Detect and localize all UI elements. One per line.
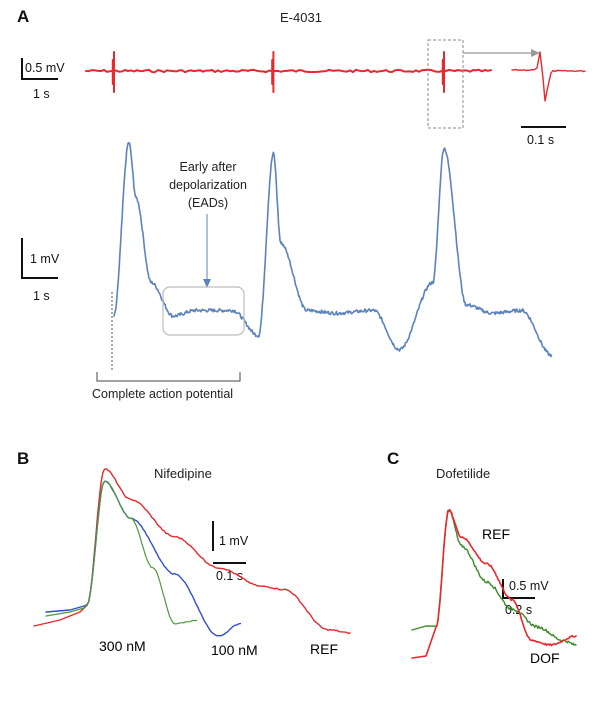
inset-scale-time: 0.1 s — [527, 133, 554, 147]
b-label-100nm: 100 nM — [211, 642, 258, 658]
ap-scale-time: 1 s — [33, 289, 50, 303]
panel-c-letter: C — [387, 449, 399, 468]
panel-b-letter: B — [17, 449, 29, 468]
panel-a-title: E-4031 — [280, 10, 322, 25]
b-ref-trace — [33, 468, 351, 635]
b-scale-voltage: 1 mV — [219, 534, 249, 548]
panel-b: B Nifedipine 1 mV 0.1 s 300 nM 100 nM RE… — [17, 449, 351, 658]
c-label-ref: REF — [482, 526, 510, 542]
b-100nm-trace — [45, 480, 242, 637]
complete-ap-bracket — [96, 372, 241, 382]
b-300nm-trace — [45, 480, 198, 625]
panel-a-letter: A — [17, 7, 29, 26]
ead-label-line1: Early after — [180, 160, 237, 174]
action-potential-trace — [113, 142, 553, 358]
c-scale-voltage: 0.5 mV — [509, 579, 549, 593]
ead-arrow-head — [203, 279, 211, 288]
b-label-ref: REF — [310, 641, 338, 657]
b-label-300nm: 300 nM — [99, 638, 146, 654]
ap-scale-bar — [21, 238, 58, 279]
panel-b-title: Nifedipine — [154, 466, 212, 481]
b-scale-time: 0.1 s — [216, 569, 243, 583]
ecg-scale-time: 1 s — [33, 87, 50, 101]
ecg-scale-voltage: 0.5 mV — [25, 61, 65, 75]
ead-box — [162, 286, 245, 336]
inset-spike-trace — [511, 51, 586, 102]
ap-scale-voltage: 1 mV — [30, 252, 60, 266]
complete-ap-label: Complete action potential — [92, 387, 233, 401]
ecg-scale-bar — [21, 58, 58, 80]
panel-c: C Dofetilide 0.5 mV 0.2 s REF DOF — [387, 449, 577, 666]
zoom-arrow-head — [531, 49, 540, 57]
ecg-trace — [85, 51, 492, 93]
ead-label-line3: (EADs) — [188, 196, 228, 210]
zoom-box — [427, 39, 464, 129]
c-dof-trace — [411, 510, 577, 646]
ead-label-line2: depolarization — [169, 178, 247, 192]
panel-c-title: Dofetilide — [436, 466, 490, 481]
c-scale-bar — [502, 579, 535, 599]
c-label-dof: DOF — [530, 650, 560, 666]
c-ref-trace — [411, 508, 577, 659]
panel-a: A E-4031 0.5 mV 1 s 0.1 s 1 mV 1 s Early… — [17, 7, 586, 401]
